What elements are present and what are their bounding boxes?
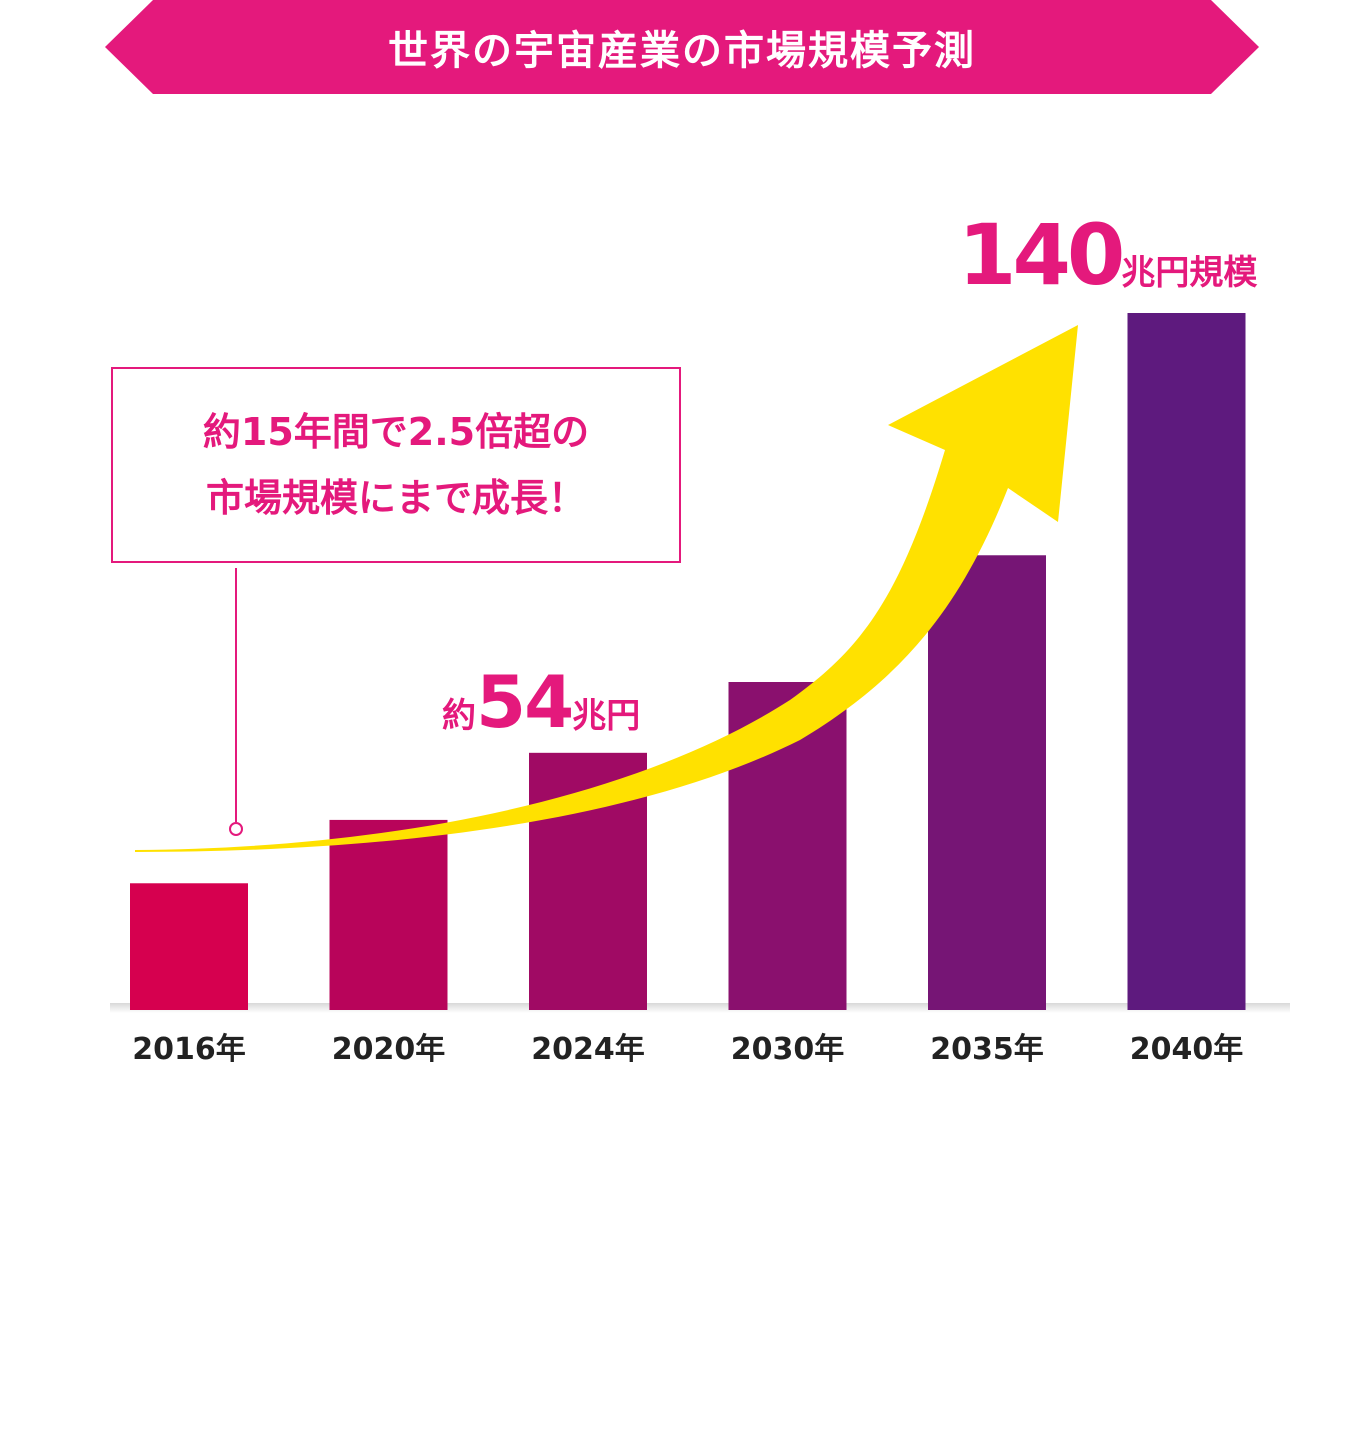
title-banner-shape	[105, 0, 1259, 94]
annotation-unit: 兆円	[572, 696, 641, 736]
x-tick-label: 2024年	[531, 1032, 645, 1067]
chart-baseline-shadow	[110, 1003, 1290, 1013]
growth-arrow	[135, 325, 1078, 852]
value-annotation-140: 140兆円規模	[958, 206, 1257, 304]
callout-line-2: 市場規模にまで成長！	[205, 476, 586, 520]
bar-4	[928, 555, 1046, 1010]
bars-group	[130, 313, 1246, 1010]
annotation-unit: 兆円規模	[1121, 253, 1258, 293]
bar-0	[130, 883, 248, 1010]
x-tick-label: 2035年	[930, 1032, 1044, 1067]
annotation-number: 54	[476, 660, 574, 744]
x-tick-label: 2030年	[730, 1032, 845, 1067]
annotation-prefix: 約	[442, 696, 476, 736]
x-tick-label: 2016年	[132, 1032, 246, 1067]
x-tick-label: 2020年	[331, 1032, 446, 1067]
title-banner: 世界の宇宙産業の市場規模予測	[105, 0, 1259, 94]
callout-box: 約15年間で2.5倍超の 市場規模にまで成長！	[111, 367, 681, 563]
callout-leader-dot	[229, 822, 243, 836]
bar-5	[1127, 313, 1246, 1010]
chart-title: 世界の宇宙産業の市場規模予測	[388, 28, 976, 74]
x-tick-label: 2040年	[1129, 1032, 1244, 1067]
annotation-number: 140	[958, 206, 1125, 304]
value-annotation-54: 約54兆円	[442, 660, 640, 744]
bar-1	[329, 819, 448, 1010]
callout-line-1: 約15年間で2.5倍超の	[202, 410, 590, 454]
